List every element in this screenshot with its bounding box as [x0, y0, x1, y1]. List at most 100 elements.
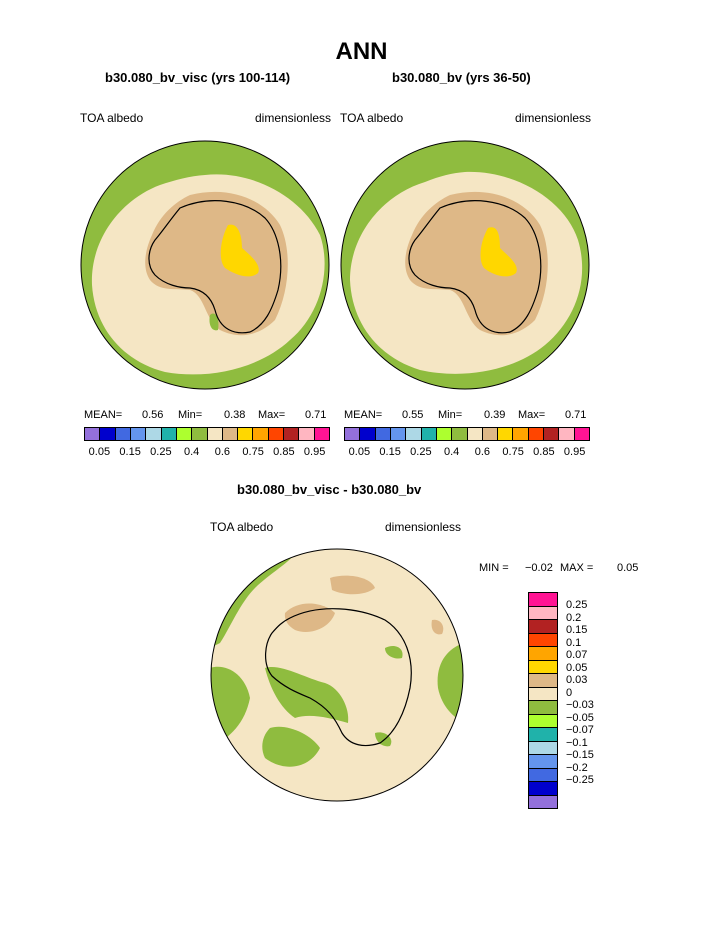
colorbar-swatch — [436, 428, 453, 440]
colorbar-tick-label: 0.15 — [379, 446, 401, 458]
colorbar-swatch — [482, 428, 499, 440]
colorbar-tick-label: 0.4 — [443, 446, 460, 458]
diff-colorbar-label: −0.05 — [566, 711, 594, 724]
colorbar-swatch — [498, 428, 514, 440]
diff-colorbar-label: 0.1 — [566, 636, 582, 649]
diff-colorbar-label: −0.2 — [566, 761, 588, 774]
negative-difference-region — [265, 666, 349, 723]
colorbar-swatch — [544, 428, 560, 440]
colorbar-swatch — [574, 428, 589, 440]
figure-title: ANN — [335, 38, 388, 65]
diff-colorbar-swatch — [528, 727, 558, 741]
colorbar-tick-label: 0.95 — [563, 446, 586, 458]
diff-colorbar-label: 0.03 — [566, 674, 588, 686]
diff-colorbar-swatch — [528, 754, 558, 768]
colorbar-swatch — [375, 428, 391, 440]
colorbar-swatch — [314, 428, 329, 440]
left-case-label: b30.080_bv_visc (yrs 100-114) — [105, 70, 291, 85]
colorbar-tick-label: 0.05 — [88, 446, 111, 458]
right-units-label: dimensionless — [515, 111, 592, 125]
diff-colorbar-label: 0.15 — [566, 624, 588, 636]
left-max-value: 0.71 — [305, 409, 327, 421]
coastline — [408, 200, 542, 334]
right-mean-label: MEAN= — [344, 409, 383, 421]
diff-colorbar-swatch — [528, 686, 558, 700]
colorbar-tick-label: 0.25 — [410, 446, 432, 458]
colorbar-swatch — [115, 428, 131, 440]
diff-case-label: b30.080_bv_visc - b30.080_bv — [237, 482, 422, 497]
right-min-label: Min= — [438, 409, 463, 421]
colorbar-swatch — [360, 428, 376, 440]
diff-colorbar-label: −0.1 — [566, 736, 588, 749]
diff-colorbar-label: 0.05 — [566, 661, 588, 674]
right-colorbar-ticks: 0.05 0.15 0.25 0.4 0.6 0.75 0.85 0.95 — [344, 446, 594, 460]
colorbar-swatch — [238, 428, 254, 440]
diff-colorbar-label: −0.15 — [566, 749, 594, 761]
diff-variable-label: TOA albedo — [210, 520, 274, 534]
diff-units-label: dimensionless — [385, 520, 462, 534]
diff-colorbar-swatch — [528, 592, 558, 606]
colorbar-swatch — [161, 428, 177, 440]
colorbar-tick-label: 0.05 — [348, 446, 371, 458]
diff-colorbar-swatch — [528, 619, 558, 633]
colorbar-tick-label: 0.25 — [150, 446, 172, 458]
diff-colorbar-swatch — [528, 605, 558, 619]
colorbar-tick-label: 0.85 — [533, 446, 555, 458]
colorbar-swatch — [299, 428, 315, 440]
diff-min-value: −0.02 — [525, 562, 553, 574]
colorbar-swatch — [528, 428, 545, 440]
high-albedo-plateau — [480, 227, 517, 277]
diff-min-label: MIN = — [479, 562, 509, 574]
colorbar-swatch — [207, 428, 223, 440]
diff-colorbar-swatch — [528, 713, 558, 727]
negative-difference-region — [437, 643, 463, 723]
diff-max-value: 0.05 — [617, 562, 639, 574]
left-variable-label: TOA albedo — [80, 111, 144, 125]
diff-polar-map — [210, 548, 464, 802]
right-max-label: Max= — [518, 409, 546, 421]
colorbar-swatch — [253, 428, 269, 440]
colorbar-tick-label: 0.6 — [474, 446, 491, 458]
diff-colorbar — [528, 592, 558, 809]
green-patch — [209, 313, 219, 331]
coastline — [148, 200, 282, 334]
map-boundary — [340, 140, 590, 390]
left-colorbar-ticks: 0.05 0.15 0.25 0.4 0.6 0.75 0.85 0.95 — [84, 446, 334, 460]
colorbar-swatch — [85, 428, 101, 440]
right-max-value: 0.71 — [565, 409, 587, 421]
diff-colorbar-swatch — [528, 659, 558, 673]
colorbar-swatch — [100, 428, 116, 440]
left-colorbar — [84, 427, 330, 441]
positive-difference-region — [330, 575, 375, 595]
diff-colorbar-label: −0.25 — [566, 774, 594, 786]
diff-colorbar-swatch — [528, 700, 558, 714]
left-mean-label: MEAN= — [84, 409, 123, 421]
colorbar-swatch — [513, 428, 529, 440]
left-units-label: dimensionless — [255, 111, 332, 125]
diff-colorbar-swatch — [528, 646, 558, 660]
high-albedo-plateau — [220, 224, 259, 277]
diff-colorbar-swatch — [528, 632, 558, 646]
colorbar-tick-label: 0.95 — [303, 446, 326, 458]
right-mean-value: 0.55 — [402, 409, 424, 421]
negative-difference-region — [385, 646, 403, 659]
colorbar-tick-label: 0.75 — [242, 446, 264, 458]
diff-colorbar-swatch — [528, 740, 558, 754]
colorbar-swatch — [345, 428, 361, 440]
colorbar-swatch — [192, 428, 208, 440]
right-min-value: 0.39 — [484, 409, 506, 421]
right-variable-label: TOA albedo — [340, 111, 404, 125]
left-max-label: Max= — [258, 409, 286, 421]
colorbar-swatch — [467, 428, 483, 440]
colorbar-swatch — [284, 428, 300, 440]
coastline — [265, 608, 412, 747]
diff-colorbar-swatch — [528, 673, 558, 687]
left-min-value: 0.38 — [224, 409, 246, 421]
colorbar-tick-label: 0.6 — [214, 446, 231, 458]
colorbar-swatch — [268, 428, 285, 440]
colorbar-swatch — [146, 428, 162, 440]
diff-colorbar-label: 0 — [566, 686, 573, 699]
colorbar-swatch — [222, 428, 239, 440]
colorbar-tick-label: 0.75 — [502, 446, 524, 458]
map-boundary — [210, 548, 464, 802]
